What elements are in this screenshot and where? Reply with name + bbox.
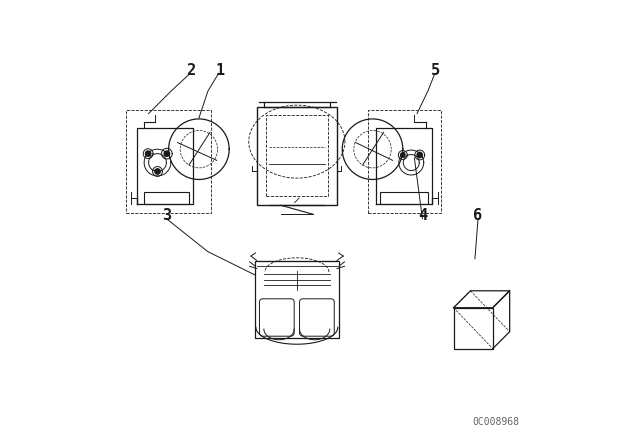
Polygon shape (401, 153, 405, 157)
Polygon shape (417, 152, 422, 158)
Polygon shape (145, 151, 151, 156)
Polygon shape (164, 151, 170, 156)
Polygon shape (155, 169, 160, 174)
Text: 3: 3 (162, 207, 171, 223)
Text: 5: 5 (431, 63, 440, 78)
Text: 1: 1 (215, 63, 225, 78)
Text: 6: 6 (474, 207, 483, 223)
Text: 0C008968: 0C008968 (472, 417, 520, 427)
Text: 2: 2 (186, 63, 195, 78)
Text: 4: 4 (418, 207, 427, 223)
